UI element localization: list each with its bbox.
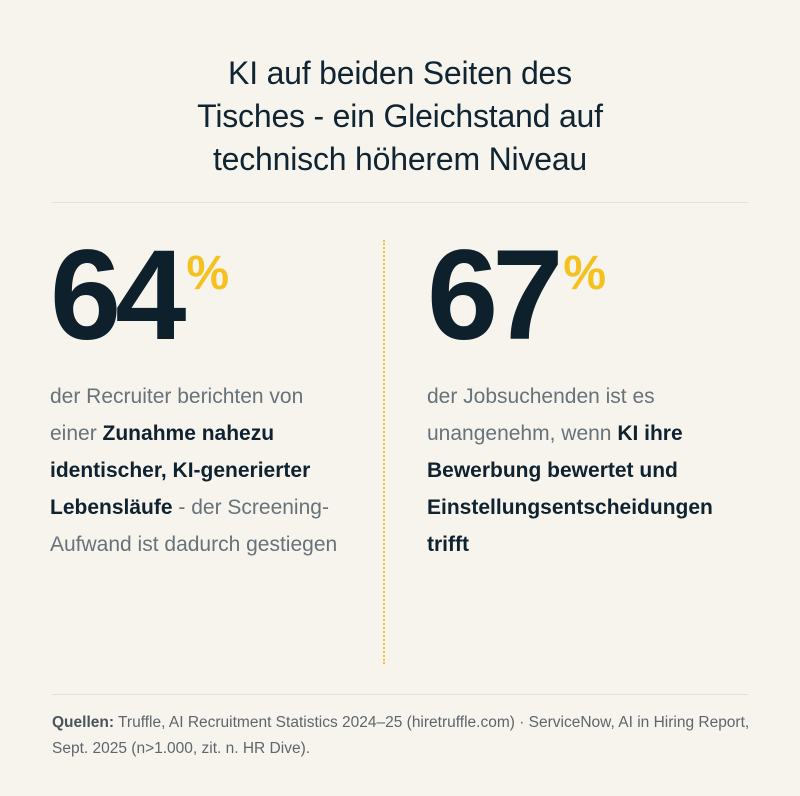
vertical-dotted-divider bbox=[383, 240, 385, 664]
stat-highlight: KI ihre Bewerbung bewertet und Einstellu… bbox=[427, 422, 713, 556]
stat-description: der Recruiter berichten von einer Zunahm… bbox=[50, 378, 350, 563]
stat-recruiters: 64% der Recruiter berichten von einer Zu… bbox=[50, 232, 350, 563]
stat-text: der Jobsuchenden ist es unangenehm, wenn bbox=[427, 385, 655, 445]
stat-text-after: - der Screening-Aufwand ist dadurch gest… bbox=[50, 496, 338, 556]
stat-number: 64 bbox=[50, 224, 186, 367]
page-title: KI auf beiden Seiten des Tisches - ein G… bbox=[0, 52, 800, 181]
stat-jobseekers: 67% der Jobsuchenden ist es unangenehm, … bbox=[427, 232, 757, 563]
percent-sign: % bbox=[563, 247, 607, 300]
stat-highlight: Zunahme nahezu identischer, KI-generiert… bbox=[50, 422, 311, 519]
title-line-2: Tisches - ein Gleichstand auf bbox=[197, 98, 603, 134]
stat-description: der Jobsuchenden ist es unangenehm, wenn… bbox=[427, 378, 757, 563]
top-divider bbox=[52, 202, 748, 203]
sources-text: Truffle, AI Recruitment Statistics 2024–… bbox=[52, 714, 750, 757]
title-line-1: KI auf beiden Seiten des bbox=[228, 55, 572, 91]
sources-footer: Quellen: Truffle, AI Recruitment Statist… bbox=[52, 710, 752, 762]
title-line-3: technisch höherem Niveau bbox=[212, 141, 588, 177]
bottom-divider bbox=[52, 694, 748, 695]
sources-label: Quellen: bbox=[52, 714, 115, 731]
stat-number: 67 bbox=[427, 224, 563, 367]
percent-sign: % bbox=[186, 247, 230, 300]
stat-text: der Recruiter berichten von einer bbox=[50, 385, 304, 445]
